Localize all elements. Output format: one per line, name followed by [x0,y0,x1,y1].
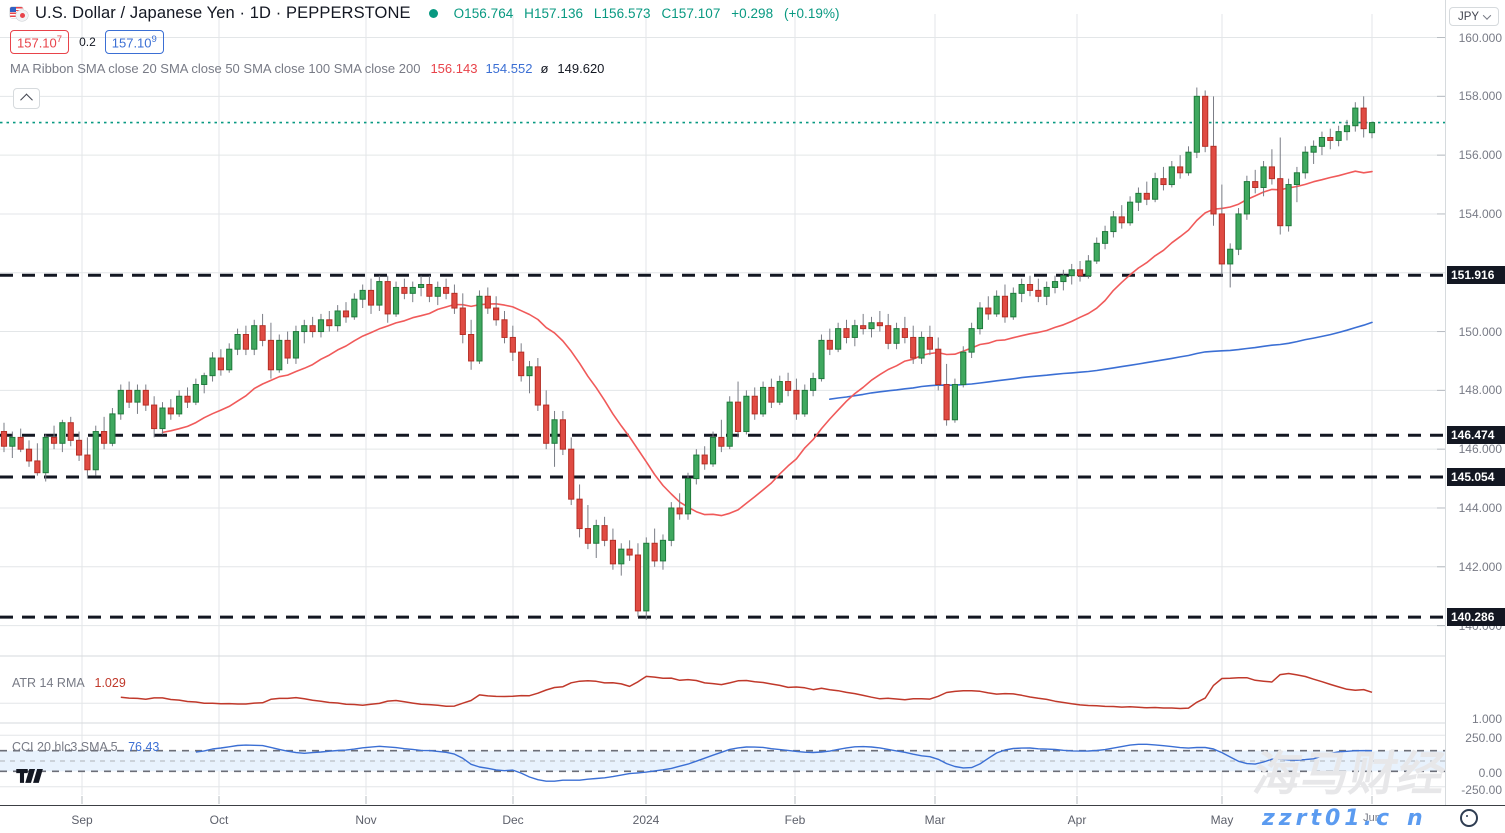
ohlc-high: H157.136 [524,6,584,21]
ohlc-values: O156.764 H157.136 L156.573 C157.107 +0.2… [454,6,847,21]
watermark-url: zzrt01.c n [1262,806,1427,831]
price-line-label[interactable]: 146.474 [1447,426,1505,445]
currency-label: JPY [1457,10,1480,23]
ohlc-low: L156.573 [593,6,651,21]
price-line-label[interactable]: 151.916 [1447,266,1505,285]
price-tick-label: 156.000 [1458,148,1502,163]
time-tick-label: May [1210,813,1234,827]
ohlc-close: C157.107 [661,6,721,21]
price-tick-label: 144.000 [1458,500,1502,515]
ask-price-button[interactable]: 157.109 [104,29,164,55]
time-tick-label: Mar [924,813,946,827]
indicator-tick-label: -250.00 [1461,783,1502,797]
price-tick-label: 158.000 [1458,89,1502,104]
price-axis[interactable]: JPY 160.000 158.000 156.000 154.000 150.000 1… [1445,0,1505,805]
time-tick-label: Feb [784,813,806,827]
price-tick-label: 154.000 [1458,206,1502,221]
watermark-chinese: 海马财经 [1249,747,1451,802]
ask-value: 157.10 [111,35,152,51]
bid-price-button[interactable]: 157.107 [10,29,70,55]
indicator-tick-label: 250.00 [1465,731,1502,745]
atr-value: 1.029 [94,676,126,690]
ask-sup: 9 [151,33,157,45]
symbol-row: U.S. Dollar / Japanese Yen · 1D · PEPPER… [0,0,1445,24]
cci-name: CCI 20 hlc3 SMA 5 [12,740,118,754]
ma-ribbon-legend[interactable]: MA Ribbon SMA close 20 SMA close 50 SMA … [0,61,1445,81]
atr-legend[interactable]: ATR 14 RMA 1.029 [12,676,126,690]
indicator-tick-label: 1.000 [1471,712,1502,726]
price-tick-label: 146.000 [1458,442,1502,457]
tradingview-logo[interactable] [16,769,46,787]
page-title[interactable]: U.S. Dollar / Japanese Yen · 1D · PEPPER… [35,4,411,22]
time-tick-label: Nov [355,813,377,827]
market-open-dot [428,9,438,18]
time-tick-label: Sep [71,813,93,827]
ma-ribbon-avg-value: 149.620 [557,61,605,76]
ma-ribbon-name: MA Ribbon SMA close 20 SMA close 50 SMA … [10,61,421,76]
chevron-down-icon [1482,10,1492,20]
spread-value: 0.2 [79,35,96,49]
watermark-url-text: zzrt01.c [1262,806,1393,831]
bid-value: 157.10 [17,35,57,51]
time-tick-label: 2024 [632,813,660,827]
ma-ribbon-value-red: 156.143 [430,61,478,76]
quote-row: 157.107 0.2 157.109 [0,29,1445,55]
ohlc-change: +0.298 [731,6,774,21]
currency-selector[interactable]: JPY [1449,7,1499,26]
bid-sup: 7 [56,33,63,45]
watermark-url-tail: n [1407,806,1427,831]
time-tick-label: Oct [209,813,229,827]
time-tick-label: Dec [502,813,524,827]
chart-canvas[interactable] [0,0,1445,805]
time-tick-label: Apr [1067,813,1087,827]
price-line-label[interactable]: 145.054 [1447,467,1505,486]
price-tick-label: 150.000 [1458,324,1502,339]
usd-jpy-flag-icon [10,6,28,21]
cci-value: 76.43 [128,740,160,754]
price-tick-label: 148.000 [1458,383,1502,398]
indicator-tick-label: 0.00 [1478,766,1502,780]
chart-header: U.S. Dollar / Japanese Yen · 1D · PEPPER… [0,0,1445,81]
time-axis[interactable]: Sep Oct Nov Dec 2024 Feb Mar Apr May Jun [0,805,1505,833]
watermark-ring-icon [1460,809,1478,827]
price-tick-label: 160.000 [1458,30,1502,45]
price-tick-label: 142.000 [1458,559,1502,574]
ma-ribbon-avg-symbol: ø [540,61,549,76]
cci-legend[interactable]: CCI 20 hlc3 SMA 5 76.43 [12,740,159,754]
ohlc-change-pct: (+0.19%) [783,6,840,21]
time-tick-label: Jun [1363,812,1381,824]
ma-ribbon-value-blue: 154.552 [485,61,533,76]
price-line-label[interactable]: 140.286 [1447,608,1505,627]
chevron-up-icon [20,93,33,107]
ohlc-open: O156.764 [453,6,514,21]
atr-name: ATR 14 RMA [12,676,85,690]
collapse-legend-button[interactable] [13,88,40,109]
